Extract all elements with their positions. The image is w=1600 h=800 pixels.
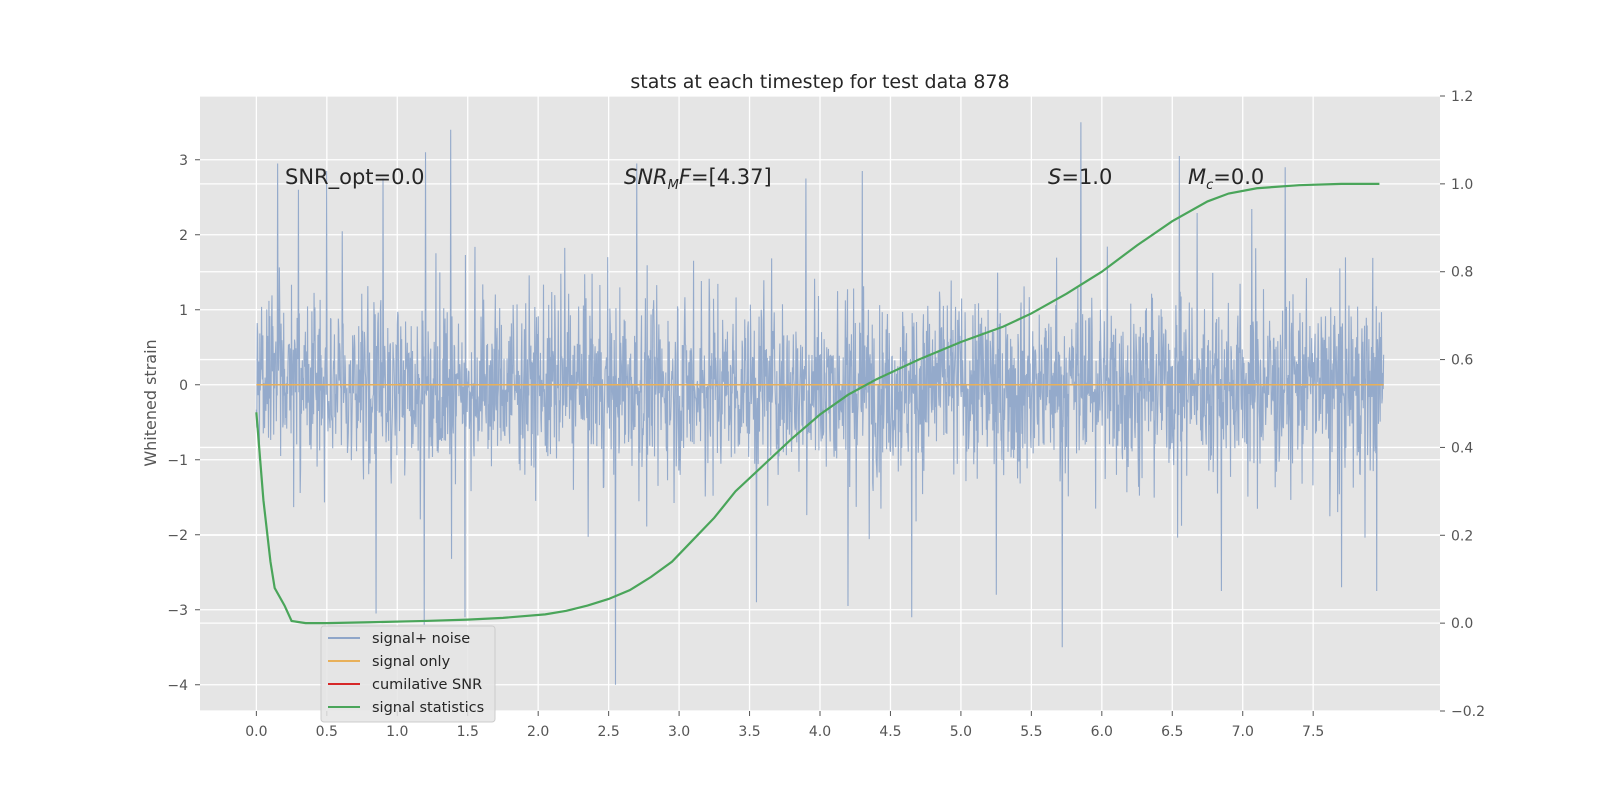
annotation-snr-opt: SNR_opt=0.0	[285, 165, 425, 190]
x-tick-label: 5.5	[1020, 724, 1042, 740]
y2-tick-label: 1.0	[1451, 177, 1473, 193]
annotation-s: S=1.0	[1048, 165, 1112, 189]
legend-label: cumilative SNR	[372, 677, 482, 693]
x-tick-label: 2.0	[527, 724, 549, 740]
x-tick-label: 6.5	[1161, 724, 1183, 740]
y-axis-right: −0.2 0.0 0.2 0.4 0.6 0.8 1.0 1.2	[1440, 89, 1485, 720]
x-tick-label: 4.0	[809, 724, 831, 740]
y-tick-label: −2	[167, 528, 188, 544]
y-axis-left: −4 −3 −2 −1 0 1 2 3	[167, 153, 200, 694]
legend-label: signal statistics	[372, 700, 484, 716]
legend: signal+ noise signal only cumilative SNR si…	[320, 625, 496, 723]
y-tick-label: −1	[167, 453, 188, 469]
x-tick-label: 4.5	[879, 724, 901, 740]
x-tick-label: 1.0	[386, 724, 408, 740]
y-tick-label: 1	[179, 303, 188, 319]
x-tick-label: 2.5	[598, 724, 620, 740]
y2-tick-label: 1.2	[1451, 89, 1473, 105]
x-tick-label: 6.0	[1091, 724, 1113, 740]
y2-tick-label: 0.0	[1451, 616, 1473, 632]
y2-tick-label: 0.2	[1451, 528, 1473, 544]
legend-label: signal+ noise	[372, 631, 470, 647]
chart-title: stats at each timestep for test data 878	[630, 71, 1009, 93]
legend-label: signal only	[372, 654, 451, 670]
y-tick-label: 2	[179, 228, 188, 244]
x-tick-label: 0.0	[245, 724, 267, 740]
y2-tick-label: 0.6	[1451, 353, 1473, 369]
x-tick-label: 3.5	[738, 724, 760, 740]
y2-tick-label: 0.8	[1451, 265, 1473, 281]
x-tick-label: 7.5	[1302, 724, 1324, 740]
annotations: SNR_opt=0.0 SNRMF=[4.37] S=1.0 Mc=0.0	[285, 165, 1264, 193]
legend-box	[320, 625, 496, 723]
x-tick-label: 3.0	[668, 724, 690, 740]
y-tick-label: −4	[167, 678, 188, 694]
y-tick-label: −3	[167, 603, 188, 619]
y-tick-label: 3	[179, 153, 188, 169]
y2-tick-label: −0.2	[1451, 704, 1485, 720]
x-tick-label: 5.0	[950, 724, 972, 740]
x-tick-label: 7.0	[1232, 724, 1254, 740]
x-axis: 0.0 0.5 1.0 1.5 2.0 2.5 3.0 3.5 4.0 4.5 5.0 5.5 6.0 6…	[245, 711, 1324, 740]
x-tick-label: 1.5	[457, 724, 479, 740]
grid	[200, 95, 1440, 712]
y-tick-label: 0	[179, 378, 188, 394]
y-axis-label: Whitened strain	[141, 339, 160, 466]
series-signal-statistics-line	[255, 182, 1380, 625]
annotation-mc: Mc=0.0	[1188, 165, 1264, 193]
annotation-snr-mf: SNRMF=[4.37]	[624, 165, 772, 193]
y2-tick-label: 0.4	[1451, 440, 1473, 456]
x-tick-label: 0.5	[316, 724, 338, 740]
series-layer	[255, 122, 1385, 685]
